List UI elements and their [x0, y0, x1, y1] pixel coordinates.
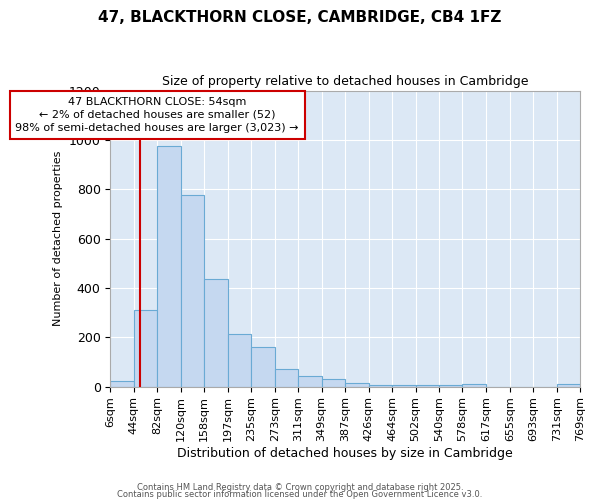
Bar — [557, 384, 580, 386]
Bar — [181, 196, 204, 386]
Bar — [110, 380, 134, 386]
X-axis label: Distribution of detached houses by size in Cambridge: Distribution of detached houses by size … — [178, 447, 513, 460]
Text: Contains HM Land Registry data © Crown copyright and database right 2025.: Contains HM Land Registry data © Crown c… — [137, 484, 463, 492]
Text: Contains public sector information licensed under the Open Government Licence v3: Contains public sector information licen… — [118, 490, 482, 499]
Y-axis label: Number of detached properties: Number of detached properties — [53, 151, 63, 326]
Title: Size of property relative to detached houses in Cambridge: Size of property relative to detached ho… — [162, 75, 529, 88]
Bar — [228, 334, 251, 386]
Bar — [322, 380, 345, 386]
Bar — [157, 146, 181, 386]
Text: 47 BLACKTHORN CLOSE: 54sqm
← 2% of detached houses are smaller (52)
98% of semi-: 47 BLACKTHORN CLOSE: 54sqm ← 2% of detac… — [16, 96, 299, 133]
Text: 47, BLACKTHORN CLOSE, CAMBRIDGE, CB4 1FZ: 47, BLACKTHORN CLOSE, CAMBRIDGE, CB4 1FZ — [98, 10, 502, 25]
Bar — [251, 347, 275, 387]
Bar — [298, 376, 322, 386]
Bar — [204, 280, 228, 386]
Bar — [345, 383, 369, 386]
Bar — [463, 384, 487, 386]
Bar — [134, 310, 157, 386]
Bar — [275, 370, 298, 386]
